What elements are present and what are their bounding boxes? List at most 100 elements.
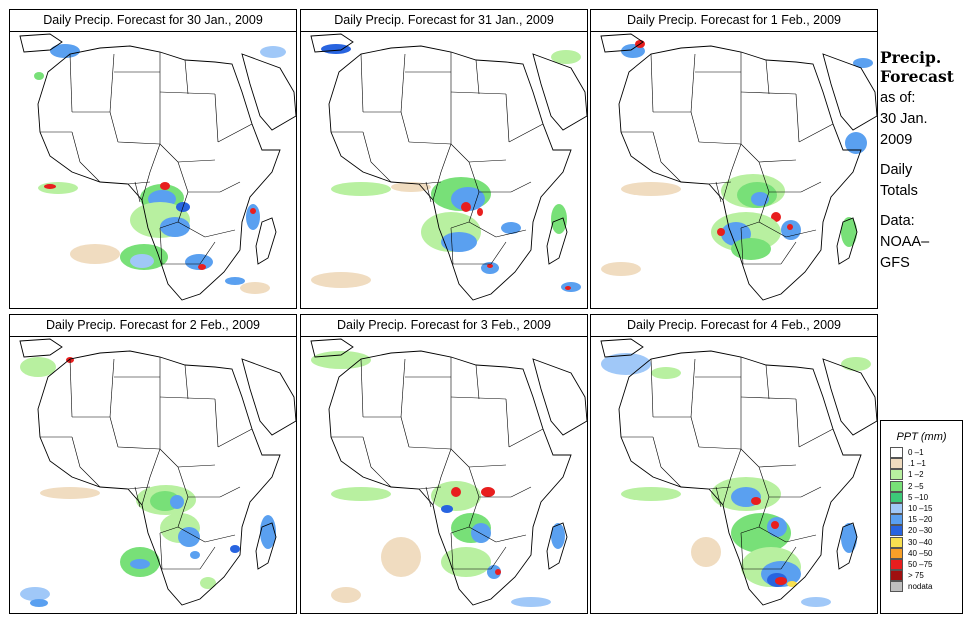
country-border [149,448,161,478]
map-panel-4-feb: Daily Precip. Forecast for 4 Feb., 2009 [590,314,878,614]
country-border [440,448,452,478]
country-border [370,161,392,183]
legend-label: 2 –5 [908,481,924,491]
country-border [795,398,800,448]
country-border [740,221,760,229]
precip-area [30,599,48,607]
country-border [134,486,141,508]
legend-swatch [890,447,903,458]
country-border [508,428,544,448]
asof-year: 2009 [880,132,913,148]
legend-label: 40 –50 [908,548,933,558]
precip-area [621,182,681,196]
country-border [758,221,787,238]
precip-area [691,537,721,567]
country-border [652,131,662,163]
country-border [450,221,470,229]
legend-label: 1 –2 [908,470,924,480]
country-border [690,53,696,113]
country-border [184,364,189,400]
iberia-outline [600,338,644,358]
arabia-outline [822,53,877,131]
country-border [730,143,742,173]
precip-map-2-feb [9,336,297,614]
country-border [418,486,442,490]
legend-swatch [890,525,903,537]
country-border [71,436,81,468]
country-border [740,532,744,570]
ppt-legend: PPT (mm) 0 –1 .1 –1 1 –2 2 –5 5 –10 10 –15 15 … [880,420,963,614]
country-border [69,53,73,113]
africa-map [310,338,587,607]
precip-area [461,202,471,212]
africa-outline [618,45,862,301]
country-border [450,143,470,163]
panel-title: Daily Precip. Forecast for 30 Jan., 2009 [9,9,297,32]
country-border [149,143,161,173]
country-border [109,111,119,143]
legend-swatch [890,581,903,593]
country-border [159,227,163,265]
legend-swatch [890,480,903,492]
country-border [217,428,253,448]
precip-map-3-feb [300,336,588,614]
map-panel-1-feb: Daily Precip. Forecast for 1 Feb., 2009 [590,9,878,309]
legend-item: nodata [890,581,962,593]
precip-area [311,272,371,288]
country-border [400,358,406,418]
panel-title: Daily Precip. Forecast for 2 Feb., 2009 [9,314,297,337]
country-border [141,171,151,201]
country-border [432,476,442,506]
country-border [798,123,834,143]
country-border [740,448,760,468]
precip-area [34,72,44,80]
precip-area [495,569,501,575]
country-border [510,181,532,193]
country-border [740,227,744,265]
legend-swatch [890,558,903,570]
iberia-outline [600,33,644,53]
precip-area [311,351,371,369]
precip-area [331,487,391,501]
precip-area [501,222,521,234]
data-source-label: Data: [880,213,915,229]
precip-area [451,187,485,211]
country-border [159,396,216,400]
africa-map [600,338,877,607]
country-border [505,93,510,143]
country-border [758,191,770,223]
precip-area [801,597,831,607]
precip-area [230,545,240,553]
country-border [109,416,119,448]
precip-area [841,217,857,247]
precip-area [481,487,495,497]
legend-item: 50 –75 [890,558,962,570]
country-border [730,448,742,478]
precip-area [331,587,361,603]
country-border [758,496,770,528]
country-border [184,59,189,95]
country-border [800,181,822,193]
precip-area [38,182,78,194]
africa-outline [37,350,281,606]
country-border [508,123,544,143]
precip-area [731,238,771,260]
country-border [495,229,527,238]
legend-swatch [890,458,903,470]
sidebar-info: Precip. Forecast as of: 30 Jan. 2009 Dai… [880,48,962,274]
precip-area [551,204,567,234]
iberia-outline [310,33,354,53]
precip-area [331,182,391,196]
precip-area [787,224,793,230]
country-border [79,161,101,183]
country-border [650,53,654,113]
map-panel-31-jan: Daily Precip. Forecast for 31 Jan., 2009 [300,9,588,309]
precip-area [160,182,170,190]
country-border [370,466,392,488]
iberia-outline [19,33,63,53]
country-border [758,466,770,498]
legend-label: 10 –15 [908,503,933,513]
country-border [780,546,797,570]
country-border [400,53,406,113]
precip-area [771,212,781,222]
